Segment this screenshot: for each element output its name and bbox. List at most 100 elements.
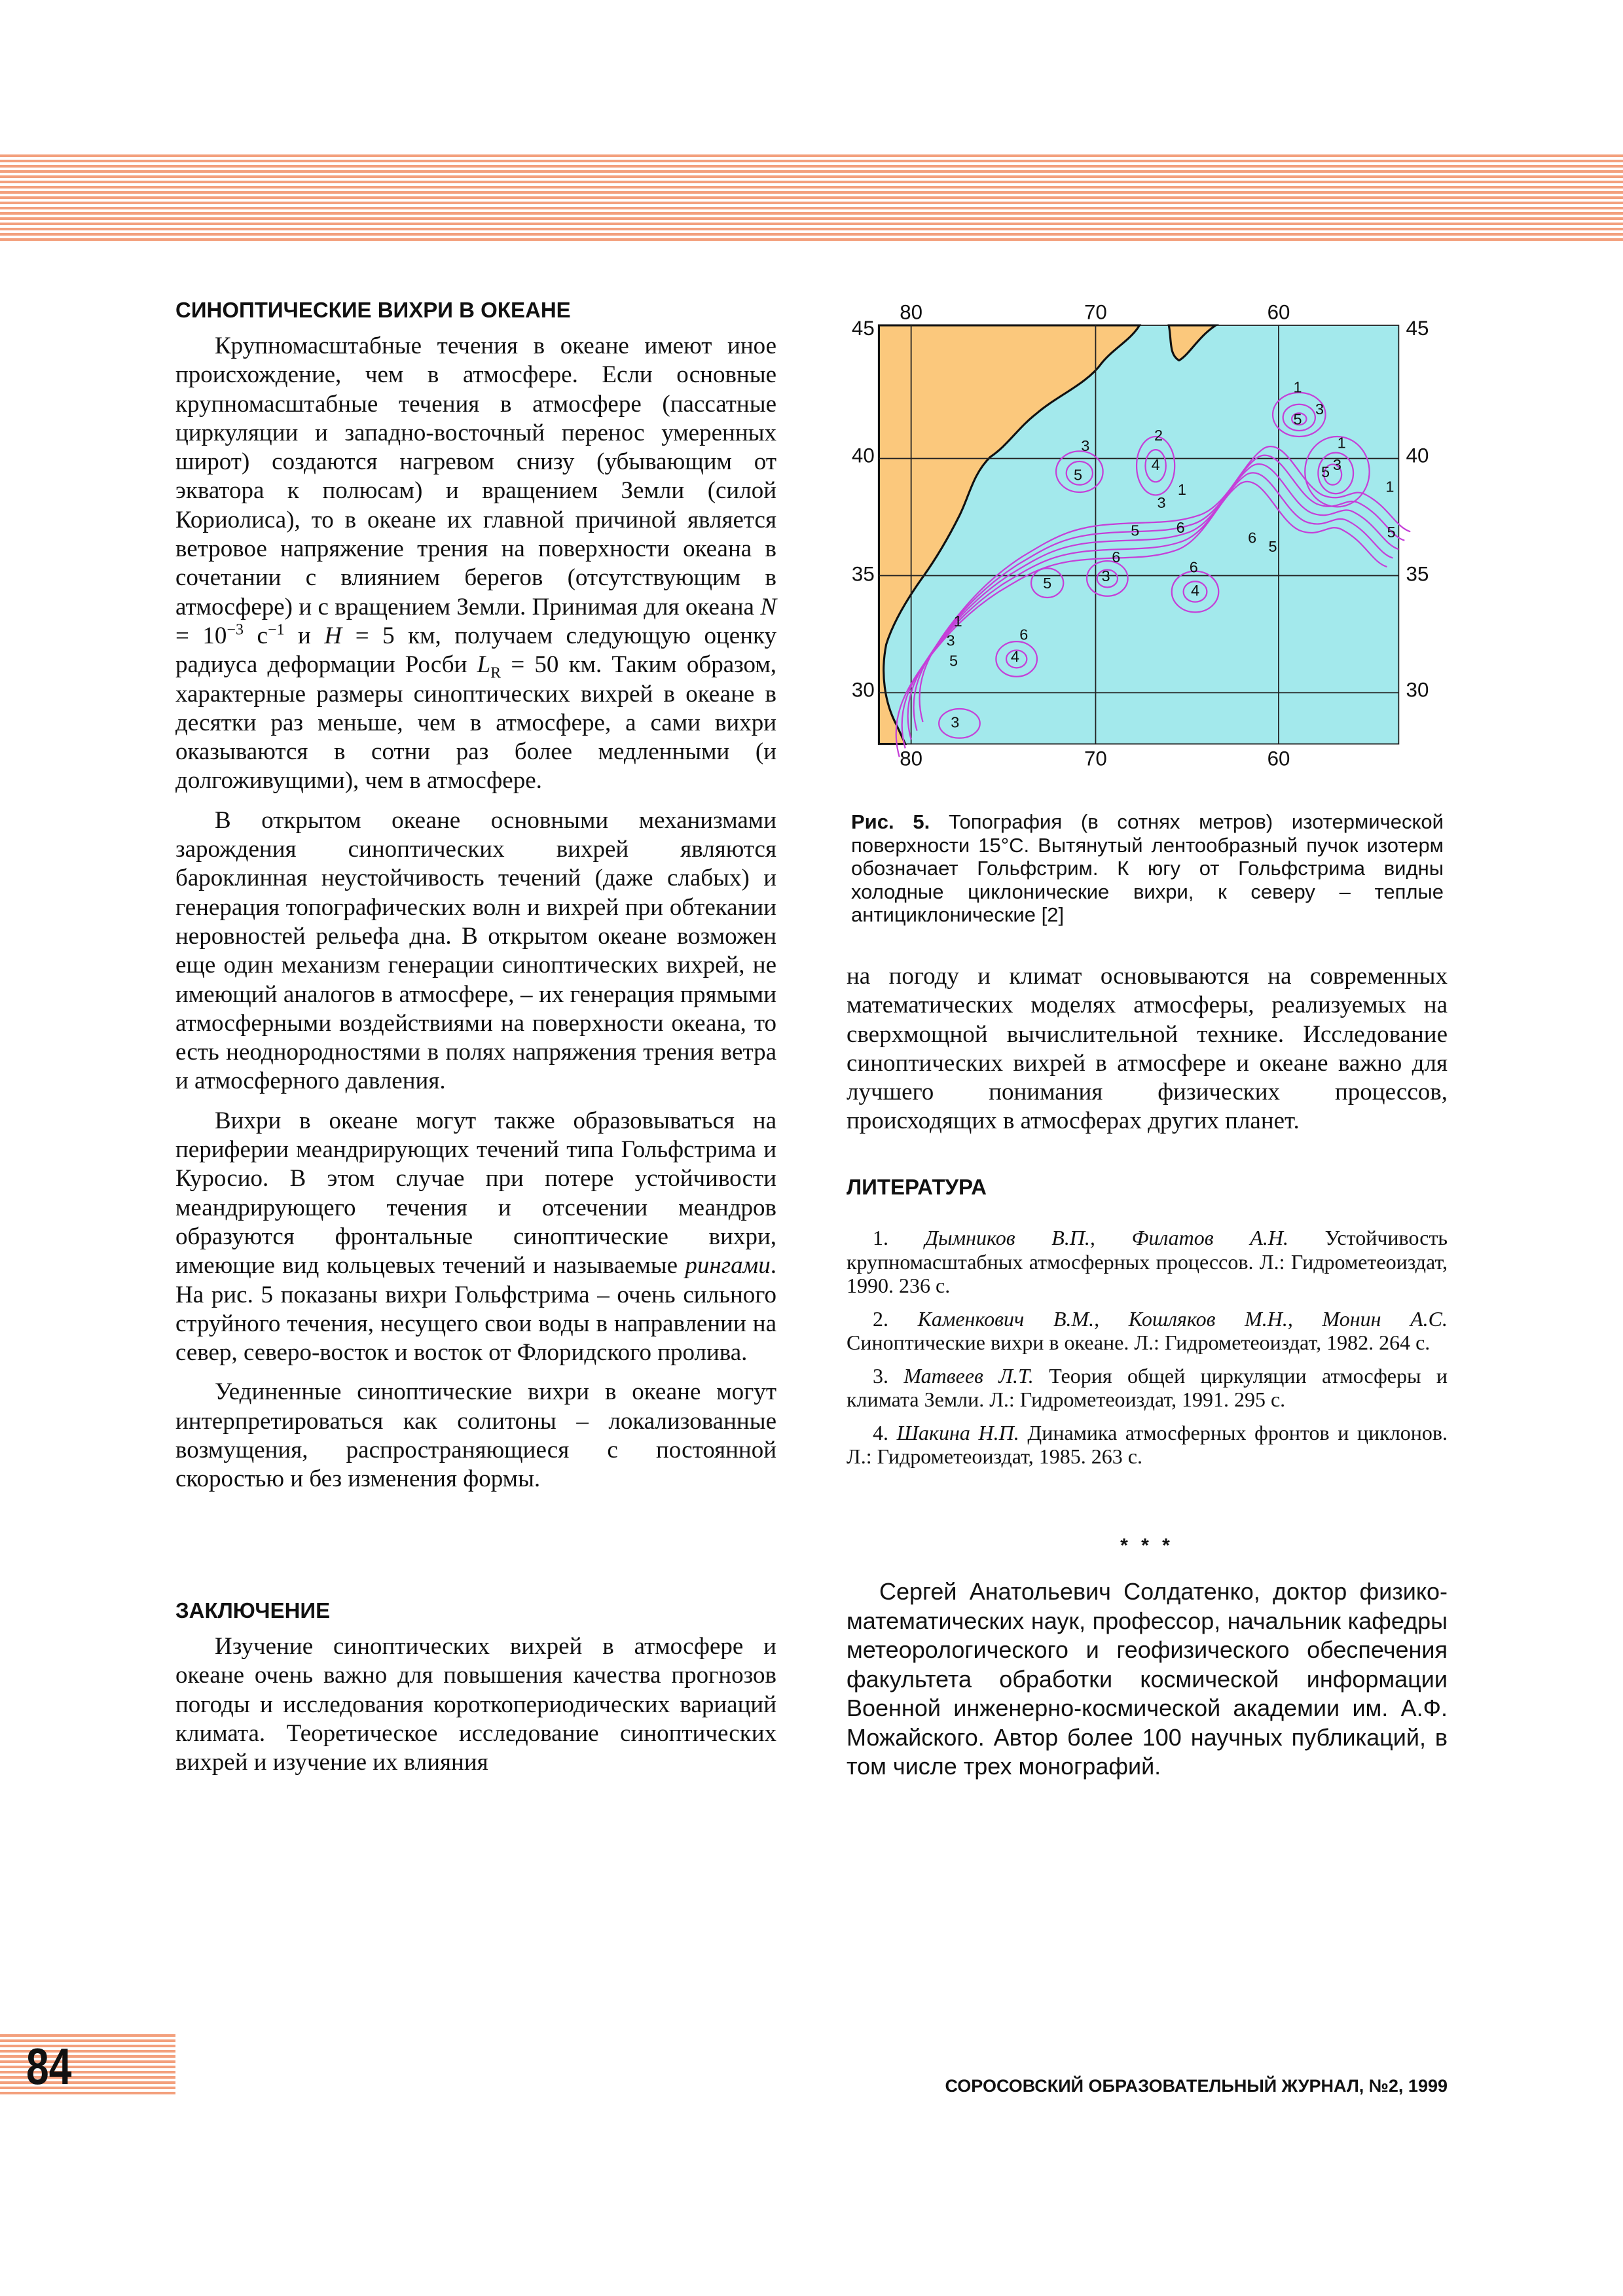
isotherm <box>907 463 1399 740</box>
section-heading: ЛИТЕРАТУРА <box>847 1175 987 1199</box>
map-label: 4 <box>1011 648 1019 665</box>
reference-list: 1. Дымников В.П., Филатов А.Н. Устойчиво… <box>847 1226 1448 1469</box>
map-label: 2 <box>1154 427 1163 444</box>
reference: 2. Каменкович В.М., Кошляков М.Н., Монин… <box>847 1307 1448 1355</box>
paragraph: В открытом океане основными механизмами … <box>175 806 776 1096</box>
map-label: 45 <box>1406 317 1429 340</box>
map-label: 5 <box>1294 411 1302 428</box>
map-label: 35 <box>1406 563 1429 586</box>
left-column: СИНОПТИЧЕСКИЕ ВИХРИ В ОКЕАНЕ Крупномасшт… <box>175 298 776 1505</box>
reference-text: Синоптические вихри в океане. Л.: Гидром… <box>847 1331 1431 1354</box>
map-label: 1 <box>1294 378 1302 395</box>
map-label: 3 <box>1333 456 1341 473</box>
text: = 5 км, получаем следующую оценку радиус… <box>175 622 776 679</box>
reference-text: Устойчивость крупномасштабных атмосферны… <box>847 1226 1448 1297</box>
map-label: 1 <box>954 613 962 630</box>
text: −3 <box>227 621 244 639</box>
map-label: 5 <box>1074 467 1082 484</box>
text: H <box>324 622 342 649</box>
map-label: 1 <box>1178 481 1186 498</box>
text: Уединенные синоптические вихри в океане … <box>175 1378 776 1493</box>
map-label: 70 <box>1084 300 1107 323</box>
reference-authors: Каменкович В.М., Кошляков М.Н., Монин А.… <box>917 1306 1448 1331</box>
map-label: 80 <box>900 747 922 770</box>
paragraph: Вихри в океане могут также образовыватьс… <box>175 1107 776 1368</box>
figure-caption: Рис. 5. Топография (в сотнях метров) изо… <box>851 810 1444 927</box>
reference-authors: Дымников В.П., Филатов А.Н. <box>924 1226 1288 1249</box>
land <box>877 324 1142 745</box>
paragraph: на погоду и климат основываются на совре… <box>847 962 1448 1136</box>
map-label: 1 <box>1385 478 1394 495</box>
gulf-stream <box>895 445 1412 758</box>
reference: 3. Матвеев Л.Т. Теория общей циркуляции … <box>847 1364 1448 1412</box>
header-stripes <box>0 154 1623 241</box>
map-label: 4 <box>1191 582 1199 599</box>
paragraph: Уединенные синоптические вихри в океане … <box>175 1378 776 1494</box>
journal-footer: СОРОСОВСКИЙ ОБРАЗОВАТЕЛЬНЫЙ ЖУРНАЛ, №2, … <box>945 2076 1448 2096</box>
text: рингами <box>685 1252 771 1280</box>
map-label: 45 <box>852 317 875 340</box>
reference: 4. Шакина Н.П. Динамика атмосферных фрон… <box>847 1421 1448 1469</box>
caption: Рис. 5. Топография (в сотнях метров) изо… <box>851 810 1444 927</box>
map-label: 5 <box>949 653 958 670</box>
map-label: 6 <box>1019 626 1028 643</box>
reference: 1. Дымников В.П., Филатов А.Н. Устойчиво… <box>847 1226 1448 1298</box>
map-label: 70 <box>1084 747 1107 770</box>
text: на погоду и климат основываются на совре… <box>847 963 1448 1135</box>
text: . На рис. 5 показаны вихри Гольфстрима –… <box>175 1252 776 1367</box>
text: Вихри в океане могут также образовыватьс… <box>175 1107 776 1280</box>
map-label: 60 <box>1267 747 1290 770</box>
map-label: 5 <box>1387 524 1396 541</box>
author-note: Сергей Анатольевич Солдатенко, доктор фи… <box>847 1577 1448 1782</box>
map-label: 5 <box>1269 538 1277 555</box>
caption-label: Рис. 5. <box>851 810 930 833</box>
paragraph: Изучение синоптических вихрей в атмосфер… <box>175 1632 776 1777</box>
reference-number: 4. <box>873 1420 888 1444</box>
grid <box>879 325 1399 744</box>
caption-text: Топография (в сотнях метров) изотермичес… <box>851 810 1444 926</box>
map-label: 60 <box>1267 300 1290 323</box>
reference-text: Динамика атмосферных фронтов и циклонов.… <box>847 1420 1448 1469</box>
reference-number: 1. <box>873 1226 888 1249</box>
map-label: 40 <box>1406 444 1429 467</box>
reference-number: 2. <box>873 1306 888 1331</box>
map-label: 3 <box>1102 567 1110 584</box>
map-label: 3 <box>947 632 955 649</box>
map-label: 5 <box>1131 522 1139 539</box>
text: = 10 <box>175 622 227 649</box>
text: = 50 км. Таким образом, характерные разм… <box>175 651 776 795</box>
section-heading: СИНОПТИЧЕСКИЕ ВИХРИ В ОКЕАНЕ <box>175 298 571 322</box>
reference-authors: Шакина Н.П. <box>896 1420 1019 1444</box>
map-label: 4 <box>1152 456 1160 473</box>
map-label: 6 <box>1190 558 1198 575</box>
text: и <box>284 622 325 649</box>
map-label: 6 <box>1248 529 1256 547</box>
map-label: 30 <box>1406 678 1429 701</box>
reference-authors: Матвеев Л.Т. <box>903 1363 1034 1388</box>
page-number: 84 <box>26 2037 72 2095</box>
land <box>1167 324 1219 362</box>
map-label: 40 <box>852 444 875 467</box>
text: Изучение синоптических вихрей в атмосфер… <box>175 1633 776 1776</box>
text: В открытом океане основными механизмами … <box>175 806 776 1095</box>
map-label: 35 <box>852 563 875 586</box>
map-label: 3 <box>1158 494 1166 511</box>
text: L <box>477 651 491 679</box>
text: Крупномасштабные течения в океане имеют … <box>175 332 776 620</box>
text: с <box>243 622 268 649</box>
page-number-stripes <box>0 2034 175 2094</box>
map-label: 3 <box>1081 437 1089 454</box>
text: N <box>760 593 776 620</box>
map-label: 3 <box>951 714 959 731</box>
separator: * * * <box>1120 1535 1174 1556</box>
text: −1 <box>267 621 285 639</box>
map-label: 80 <box>900 300 922 323</box>
left-column-end: ЗАКЛЮЧЕНИЕ Изучение синоптических вихрей… <box>175 1598 776 1787</box>
reference-number: 3. <box>873 1363 888 1388</box>
map-label: 5 <box>1321 463 1330 480</box>
contours <box>895 391 1412 758</box>
map-label: 3 <box>1315 401 1324 418</box>
references: ЛИТЕРАТУРА 1. Дымников В.П., Филатов А.Н… <box>847 1175 1448 1478</box>
reference-text: Теория общей циркуляции атмосферы и клим… <box>847 1363 1448 1412</box>
